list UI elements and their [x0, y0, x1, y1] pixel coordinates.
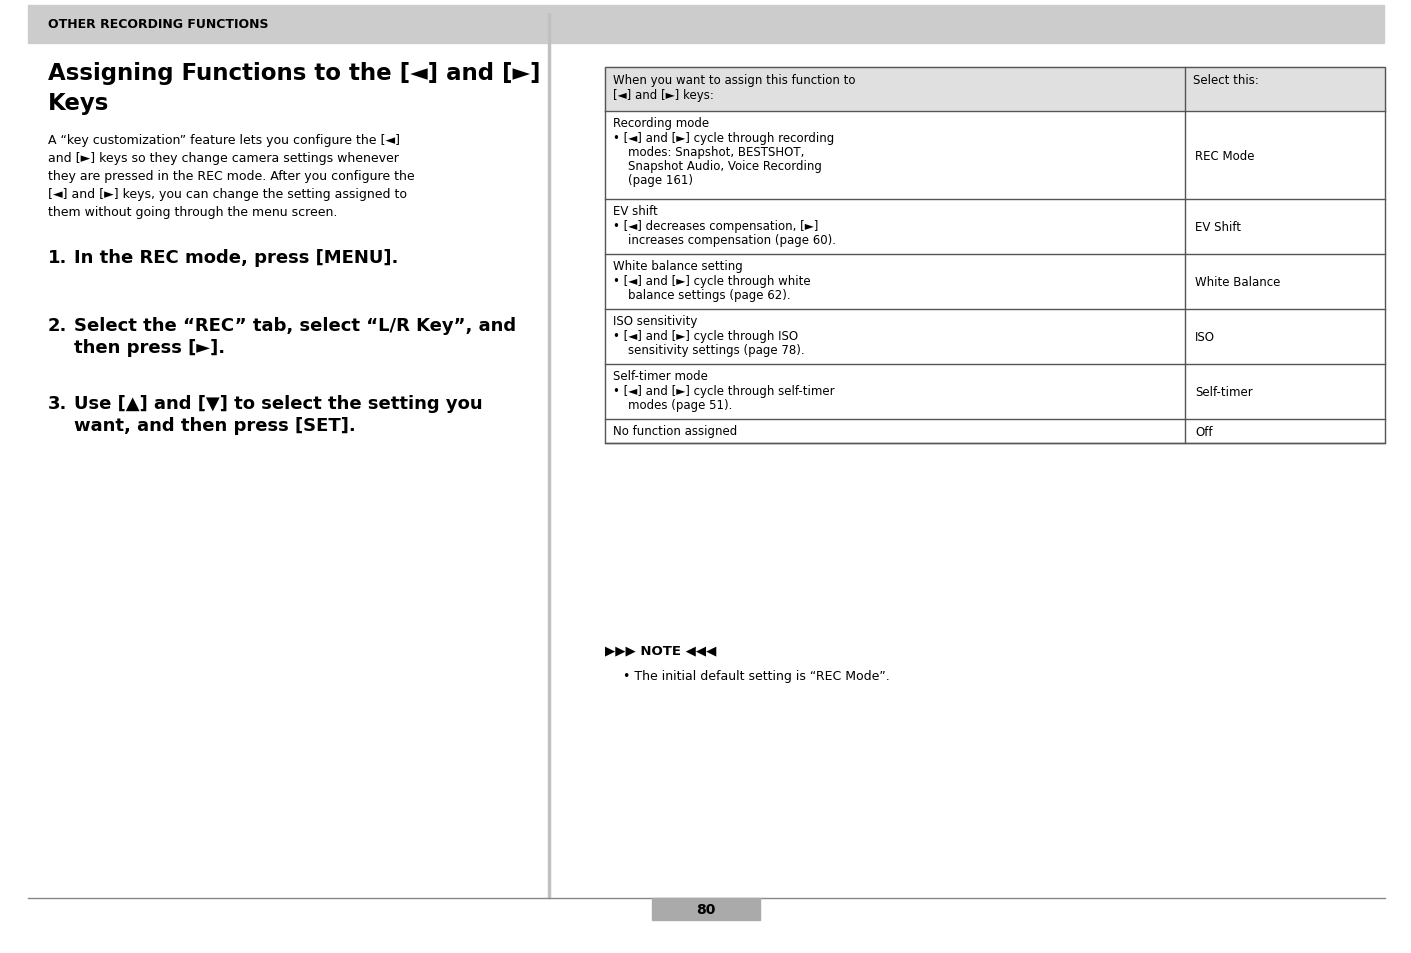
Bar [652, 898, 761, 920]
Text: [◄] and [►] keys, you can change the setting assigned to: [◄] and [►] keys, you can change the set… [48, 188, 406, 201]
Text: [◄] and [►] keys:: [◄] and [►] keys: [612, 89, 714, 102]
Text: want, and then press [SET].: want, and then press [SET]. [73, 416, 356, 435]
Text: • [◄] and [►] cycle through ISO: • [◄] and [►] cycle through ISO [612, 330, 799, 343]
Text: they are pressed in the REC mode. After you configure the: they are pressed in the REC mode. After … [48, 170, 415, 183]
Text: Recording mode: Recording mode [612, 117, 710, 130]
Text: them without going through the menu screen.: them without going through the menu scre… [48, 206, 337, 219]
Text: EV Shift: EV Shift [1195, 221, 1242, 233]
Text: modes: Snapshot, BESTSHOT,: modes: Snapshot, BESTSHOT, [612, 146, 804, 159]
Text: and [►] keys so they change camera settings whenever: and [►] keys so they change camera setti… [48, 152, 399, 165]
Text: ISO sensitivity: ISO sensitivity [612, 314, 697, 328]
Bar [605, 365, 1386, 419]
Text: 1.: 1. [48, 249, 68, 267]
Text: Assigning Functions to the [◄] and [►]: Assigning Functions to the [◄] and [►] [48, 62, 540, 85]
Text: • [◄] and [►] cycle through recording: • [◄] and [►] cycle through recording [612, 132, 834, 145]
Text: Self-timer mode: Self-timer mode [612, 370, 708, 382]
Text: increases compensation (page 60).: increases compensation (page 60). [612, 233, 835, 247]
Bar [1185, 68, 1386, 112]
Text: balance settings (page 62).: balance settings (page 62). [612, 289, 790, 302]
Bar [605, 68, 1386, 443]
Text: ▶▶▶ NOTE ◀◀◀: ▶▶▶ NOTE ◀◀◀ [605, 643, 717, 657]
Text: OTHER RECORDING FUNCTIONS: OTHER RECORDING FUNCTIONS [48, 18, 268, 31]
Bar [605, 68, 1185, 112]
Bar [605, 112, 1386, 200]
Bar [28, 6, 1384, 44]
Bar [547, 14, 550, 898]
Text: Off: Off [1195, 425, 1212, 438]
Text: • [◄] and [►] cycle through self-timer: • [◄] and [►] cycle through self-timer [612, 385, 835, 397]
Text: ISO: ISO [1195, 331, 1215, 344]
Text: • [◄] and [►] cycle through white: • [◄] and [►] cycle through white [612, 274, 811, 288]
Bar [605, 310, 1386, 365]
Text: REC Mode: REC Mode [1195, 150, 1254, 162]
Text: When you want to assign this function to: When you want to assign this function to [612, 74, 855, 87]
Text: Select the “REC” tab, select “L/R Key”, and: Select the “REC” tab, select “L/R Key”, … [73, 316, 516, 335]
Text: White Balance: White Balance [1195, 275, 1280, 289]
Text: Snapshot Audio, Voice Recording: Snapshot Audio, Voice Recording [612, 160, 821, 172]
Text: EV shift: EV shift [612, 205, 658, 218]
Text: • [◄] decreases compensation, [►]: • [◄] decreases compensation, [►] [612, 220, 818, 233]
Text: Select this:: Select this: [1192, 74, 1259, 87]
Bar [605, 419, 1386, 443]
Text: A “key customization” feature lets you configure the [◄]: A “key customization” feature lets you c… [48, 133, 399, 147]
Text: Self-timer: Self-timer [1195, 386, 1253, 398]
Text: 80: 80 [696, 902, 715, 916]
Text: • The initial default setting is “REC Mode”.: • The initial default setting is “REC Mo… [624, 669, 890, 682]
Text: then press [►].: then press [►]. [73, 338, 226, 356]
Text: modes (page 51).: modes (page 51). [612, 398, 732, 412]
Bar [605, 254, 1386, 310]
Text: sensitivity settings (page 78).: sensitivity settings (page 78). [612, 344, 804, 356]
Text: 3.: 3. [48, 395, 68, 413]
Text: White balance setting: White balance setting [612, 260, 742, 273]
Text: In the REC mode, press [MENU].: In the REC mode, press [MENU]. [73, 249, 398, 267]
Text: 2.: 2. [48, 316, 68, 335]
Text: Keys: Keys [48, 91, 110, 115]
Text: No function assigned: No function assigned [612, 424, 738, 437]
Bar [605, 200, 1386, 254]
Text: (page 161): (page 161) [612, 173, 693, 187]
Text: Use [▲] and [▼] to select the setting you: Use [▲] and [▼] to select the setting yo… [73, 395, 483, 413]
